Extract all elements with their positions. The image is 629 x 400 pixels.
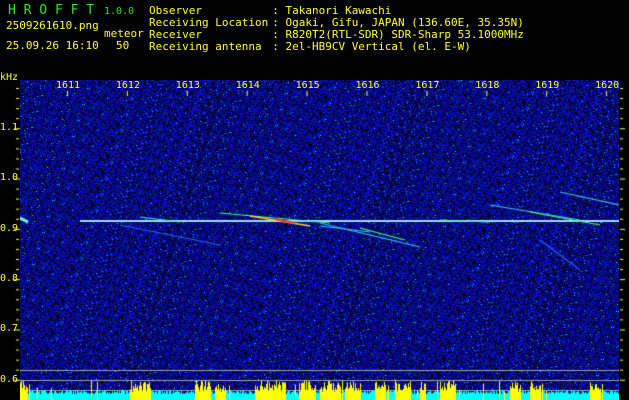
y-tick-label: 0.8	[0, 272, 19, 284]
info-panel: Observer : Takanori Kawachi Receiving Lo…	[149, 5, 524, 53]
y-unit-label: kHz	[0, 72, 19, 83]
y-tick-label: 1.1	[0, 122, 19, 133]
filename: 2509261610.png	[6, 19, 99, 32]
y-tick-label: 0.6	[0, 373, 19, 385]
y-tick-label: 1.0	[0, 172, 19, 184]
x-tick-label: 1617	[415, 80, 440, 91]
x-tick-label: 1618	[475, 80, 500, 91]
x-tick-label: 1612	[115, 80, 140, 91]
info-label: Receiving antenna	[149, 40, 262, 53]
app-title: H R O F F T	[8, 3, 95, 18]
mode-value: 50	[116, 39, 130, 52]
y-tick-label: 0.9	[0, 222, 19, 234]
x-tick-label: 1619	[535, 80, 560, 91]
x-tick-label: 1616	[355, 80, 380, 91]
app-version: 1.0.0	[104, 6, 135, 17]
info-value: : 2el-HB9CV Vertical (el. E-W)	[272, 40, 471, 53]
datetime: 25.09.26 16:10	[6, 39, 99, 52]
x-tick-label: 1614	[235, 80, 260, 91]
x-tick-label: 1613	[175, 80, 200, 91]
x-tick-label: 1620	[595, 80, 620, 91]
x-tick-label: 1615	[295, 80, 320, 91]
spectrogram	[20, 80, 619, 400]
x-tick-label: 1611	[56, 80, 81, 91]
y-tick-label: 0.7	[0, 323, 19, 335]
